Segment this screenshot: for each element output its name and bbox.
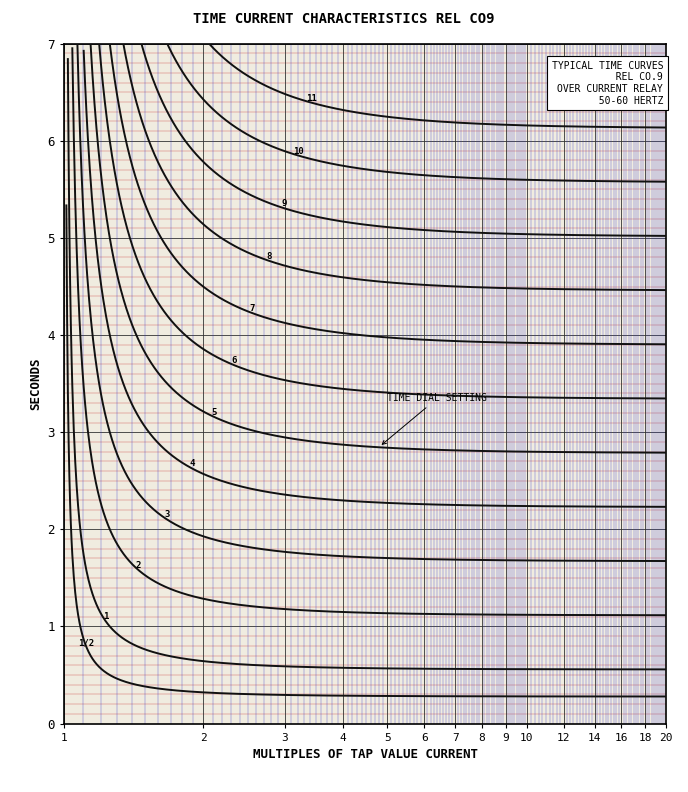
Text: 2: 2 [136,562,141,570]
Text: 11: 11 [306,93,317,103]
Text: TIME DIAL SETTING: TIME DIAL SETTING [383,394,487,444]
Text: 7: 7 [249,304,255,313]
Text: 3: 3 [164,510,170,520]
Text: 9: 9 [281,200,287,208]
Text: 1: 1 [103,612,108,621]
Text: 10: 10 [293,147,303,155]
Text: 5: 5 [211,408,217,417]
Text: TIME CURRENT CHARACTERISTICS REL CO9: TIME CURRENT CHARACTERISTICS REL CO9 [193,12,495,26]
Text: 8: 8 [266,252,271,261]
Text: 1/2: 1/2 [78,638,95,648]
X-axis label: MULTIPLES OF TAP VALUE CURRENT: MULTIPLES OF TAP VALUE CURRENT [252,748,477,761]
Y-axis label: SECONDS: SECONDS [29,357,42,410]
Text: TYPICAL TIME CURVES
  REL CO.9
OVER CURRENT RELAY
  50-60 HERTZ: TYPICAL TIME CURVES REL CO.9 OVER CURREN… [552,61,663,105]
Text: 6: 6 [231,356,237,365]
Text: 4: 4 [189,459,195,468]
